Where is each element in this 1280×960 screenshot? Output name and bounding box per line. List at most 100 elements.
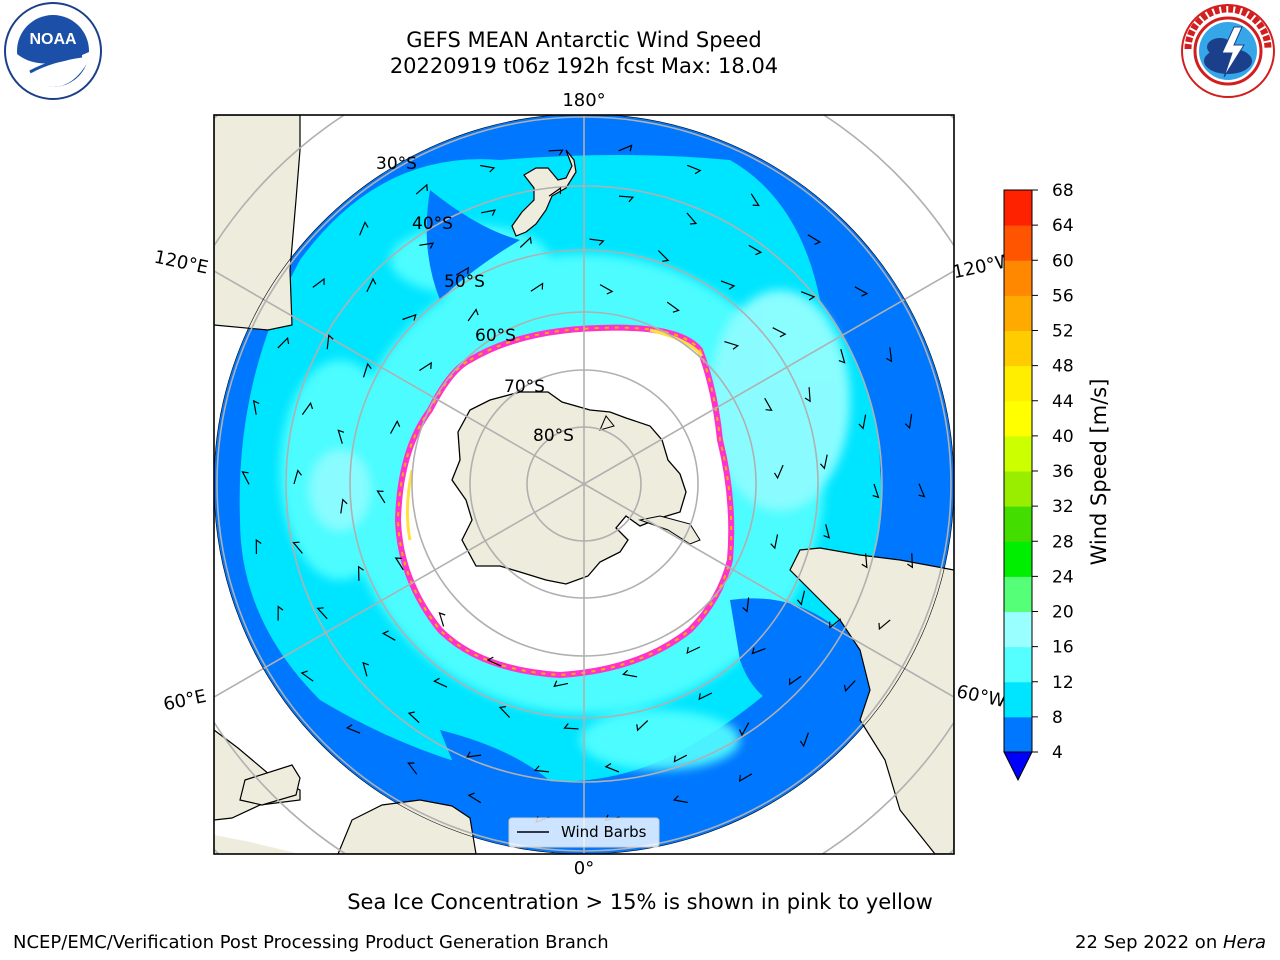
colorbar-tick-label: 44: [1052, 392, 1074, 412]
colorbar-swatch: [1004, 400, 1032, 437]
wind-barb: [673, 754, 688, 763]
wind-barb: [738, 722, 750, 737]
wind-barb: [622, 669, 638, 678]
colorbar-swatch: [1004, 190, 1032, 226]
wind-barb: [292, 541, 303, 554]
wind-barb: [788, 675, 802, 686]
lat-label-80s: 80°S: [533, 426, 574, 446]
wind-barb: [799, 732, 809, 748]
colorbar-swatch: [1004, 260, 1032, 296]
wind-barbs: [241, 144, 926, 824]
wind-barb: [548, 149, 564, 156]
wind-barb: [800, 291, 816, 301]
wind-barb: [751, 647, 766, 655]
colorbar-swatch: [1004, 330, 1032, 367]
wind-barb: [293, 469, 302, 485]
wind-barb: [750, 193, 760, 207]
lat-label-40s: 40°S: [412, 214, 453, 234]
map-legend: Wind Barbs: [508, 817, 660, 848]
footer-date: 22 Sep 2022 on Hera: [1075, 932, 1266, 953]
wind-barb: [402, 313, 417, 321]
colorbar-tick-label: 48: [1052, 357, 1074, 377]
wind-barb: [277, 336, 290, 349]
lon-label-0: 0°: [574, 858, 594, 879]
colorbar-tick-label: 20: [1052, 603, 1074, 623]
wind-barb: [407, 711, 420, 724]
colorbar-tick-label: 32: [1052, 497, 1074, 517]
wind-barb: [241, 471, 250, 485]
wind-barb: [838, 349, 846, 364]
footer-credit: NCEP/EMC/Verification Post Processing Pr…: [13, 932, 609, 953]
map-subtitle: 20220919 t06z 192h fcst Max: 18.04: [389, 54, 779, 78]
wind-barb: [419, 242, 435, 249]
lat-label-70s: 70°S: [504, 377, 545, 397]
wind-barb: [618, 195, 635, 203]
colorbar-swatch: [1004, 646, 1032, 683]
wind-barb: [918, 483, 926, 498]
wind-barb: [686, 212, 698, 225]
colorbar-tick-label: 12: [1052, 673, 1074, 693]
wind-barb: [720, 280, 736, 290]
colorbar-tick-label: 64: [1052, 216, 1074, 236]
wind-barb: [362, 661, 370, 677]
lat-label-30s: 30°S: [376, 154, 417, 174]
colorbar-swatch: [1004, 611, 1032, 648]
colorbar-tick-label: 56: [1052, 286, 1074, 306]
colorbar-swatch: [1004, 506, 1032, 542]
wind-barb: [854, 286, 869, 297]
wind-barb: [301, 401, 314, 415]
wind-barb: [861, 553, 868, 569]
wind-barb: [362, 362, 372, 378]
wind-barb: [438, 612, 446, 627]
wind-barb: [381, 630, 396, 641]
wind-barb: [636, 720, 649, 732]
colorbar-swatch: [1004, 225, 1032, 261]
wind-barb: [819, 454, 828, 470]
colorbar-swatch: [1004, 435, 1032, 472]
wind-barb: [533, 765, 550, 773]
wind-barb: [376, 490, 386, 504]
map-title: GEFS MEAN Antarctic Wind Speed: [406, 28, 762, 52]
wind-barb: [686, 646, 701, 655]
colorbar-tick-label: 60: [1052, 251, 1074, 271]
wind-barb: [770, 534, 779, 550]
wind-barb: [796, 590, 806, 606]
wind-barb: [772, 327, 787, 338]
wind-barb: [255, 538, 262, 555]
colorbar-tick-label: 40: [1052, 427, 1074, 447]
wind-barb: [764, 397, 773, 412]
colorbar-swatch: [1004, 576, 1032, 612]
noaa-logo-text: NOAA: [29, 31, 77, 48]
wind-barb: [843, 680, 856, 693]
colorbar-extend-arrow: [1003, 751, 1033, 782]
wind-barb: [907, 553, 914, 569]
wind-barb: [498, 706, 511, 718]
legend-label: Wind Barbs: [561, 823, 647, 841]
wind-barb: [548, 186, 562, 197]
wind-barb: [823, 524, 831, 539]
wind-barb: [672, 795, 688, 804]
wind-barb: [807, 234, 822, 245]
map-frame: [213, 114, 955, 855]
lon-label-180: 180°: [562, 90, 605, 111]
wind-barb: [340, 498, 348, 514]
colorbar-swatch: [1004, 471, 1032, 507]
colorbar-label: Wind Speed [m/s]: [1087, 379, 1111, 566]
wind-barb: [389, 419, 401, 434]
wind-barb: [300, 670, 314, 682]
wind-barb: [589, 238, 605, 246]
wind-barb: [742, 597, 750, 613]
wind-barb: [467, 792, 482, 804]
wind-barb: [530, 282, 544, 292]
wind-barb: [773, 464, 784, 480]
wind-barb: [419, 361, 432, 372]
footer-date-text: 22 Sep 2022 on: [1075, 932, 1223, 953]
noaa-logo: NOAA: [4, 2, 102, 100]
wind-barb: [359, 221, 369, 236]
wind-barb: [432, 677, 448, 688]
colorbar-tick-label: 16: [1052, 638, 1074, 658]
colorbar-tick-label: 4: [1052, 743, 1063, 763]
wind-barb: [326, 334, 334, 350]
wind-barb: [804, 387, 811, 403]
